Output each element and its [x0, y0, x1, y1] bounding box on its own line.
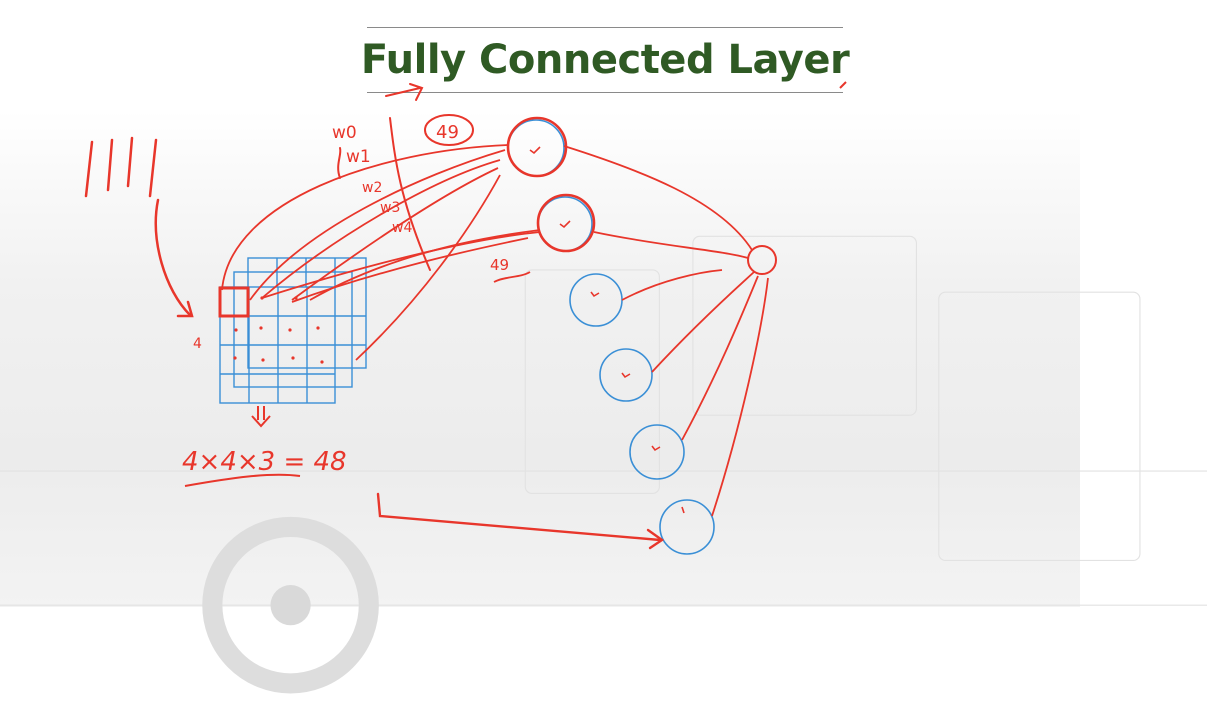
tally-marks [84, 136, 158, 198]
neuron-node [536, 193, 596, 253]
weights-list: w0 w1 w2 w3 w4 [332, 123, 412, 236]
weights-divider [389, 117, 431, 271]
neuron-node [659, 499, 715, 555]
weights-brace [337, 147, 342, 179]
count-label-top: 49 [436, 122, 459, 143]
neuron-node [629, 424, 685, 480]
down-arrow [251, 406, 271, 428]
hub-node [747, 245, 777, 275]
count-oval [424, 114, 474, 146]
slide-title: Fully Connected Layer [360, 37, 850, 83]
count-label-mid: 49 [490, 256, 509, 274]
highlighted-cell [218, 286, 250, 318]
hub-connections [563, 145, 769, 517]
neuron-nodes [506, 116, 715, 555]
connections [221, 144, 541, 361]
equation-underline [184, 473, 301, 487]
bottom-bracket-arrow [376, 492, 665, 550]
weights-arrow [385, 83, 424, 101]
handwritten-diagram: 4 4×4×3 = 48 w0 w1 w2 w3 w4 49 49 [84, 81, 847, 555]
equation-label: 4×4×3 = 48 [182, 447, 347, 477]
neuron-node [506, 116, 568, 178]
weight-label: w2 [362, 180, 382, 196]
input-volume-grid [219, 257, 367, 404]
weight-label: w0 [332, 123, 357, 143]
neuron-node [599, 348, 653, 402]
title-corner-mark [839, 81, 847, 89]
weight-label: w1 [346, 147, 371, 167]
input-arrow [154, 198, 194, 318]
neuron-node [569, 273, 623, 327]
weight-label: w4 [392, 220, 412, 236]
title-banner: Fully Connected Layer [361, 27, 850, 93]
grid-side-label: 4 [193, 336, 202, 352]
